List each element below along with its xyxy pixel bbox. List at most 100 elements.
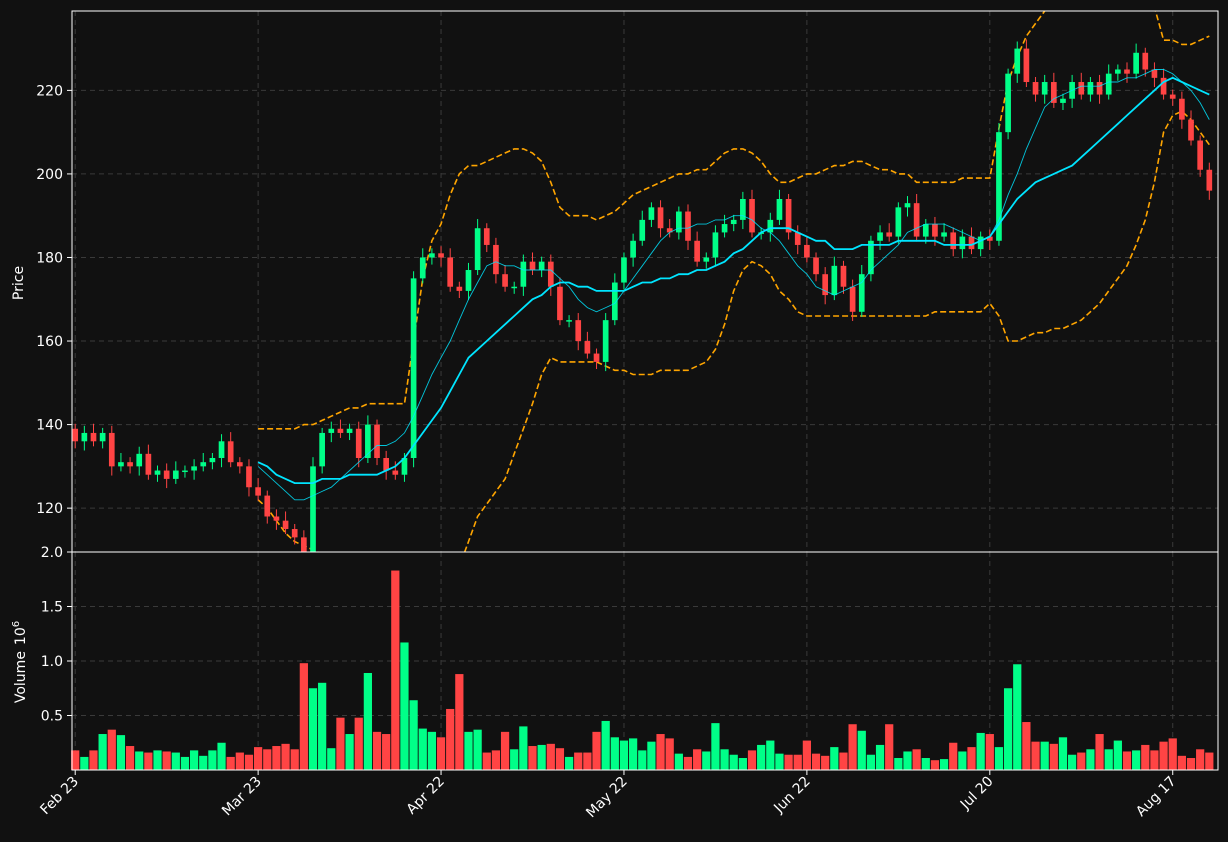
volume-bar — [985, 734, 994, 770]
candle-body — [1050, 82, 1057, 103]
candle-body — [977, 236, 984, 250]
candle-body — [127, 462, 133, 467]
candle-body — [676, 211, 682, 233]
volume-tick-label: 0.5 — [41, 709, 63, 725]
volume-axis-label-text: Volume — [13, 651, 29, 703]
volume-bar — [775, 753, 784, 770]
candle-body — [703, 257, 710, 262]
x-tick-label: Mar 23 — [219, 774, 265, 820]
candle-body — [1169, 94, 1176, 99]
volume-bar — [263, 749, 272, 770]
candle-body — [346, 428, 353, 433]
volume-bar — [162, 751, 171, 770]
volume-bar — [391, 570, 400, 770]
volume-gridlines — [72, 552, 1218, 770]
volume-tick-label: 2.0 — [41, 545, 63, 561]
volume-bar — [144, 752, 153, 770]
candle-body — [1188, 119, 1194, 141]
volume-bar — [711, 723, 720, 770]
candle-body — [849, 286, 856, 312]
volume-bar — [290, 749, 299, 770]
candle-body — [950, 232, 957, 250]
volume-bar — [171, 752, 180, 770]
volume-bar — [98, 734, 107, 770]
candle-body — [767, 219, 774, 233]
volume-bar — [153, 750, 162, 770]
volume-tick-label: 1.5 — [41, 600, 63, 616]
volume-bar — [1003, 688, 1013, 770]
volume-bar — [912, 749, 921, 770]
candle-body — [456, 286, 463, 291]
fast-moving-average-line — [257, 69, 1210, 501]
volume-bar — [574, 752, 583, 770]
candle-body — [246, 466, 252, 488]
volume-bar — [656, 734, 665, 770]
candle-body — [932, 224, 938, 237]
candle-body — [968, 236, 975, 250]
volume-bar — [382, 734, 391, 770]
candle-body — [209, 458, 216, 463]
price-gridlines — [72, 11, 1218, 552]
volume-bar — [1122, 751, 1132, 770]
candle-body — [136, 453, 143, 467]
volume-bar — [592, 731, 601, 770]
price-panel-bg — [72, 11, 1218, 552]
candle-body — [740, 198, 746, 220]
volume-bar — [125, 746, 135, 770]
candle-body — [1124, 69, 1130, 74]
volume-bar — [491, 750, 501, 770]
candle-body — [639, 219, 646, 241]
candle-body — [721, 224, 728, 233]
candle-body — [1041, 82, 1048, 95]
volume-bar — [363, 672, 372, 770]
candle-body — [419, 257, 426, 279]
candle-body — [538, 261, 545, 271]
volume-bar — [757, 744, 766, 770]
candle-body — [99, 432, 106, 442]
bollinger-bands — [257, 11, 1210, 552]
volume-bar — [939, 759, 949, 770]
candle-body — [593, 353, 600, 362]
volume-bar — [473, 729, 482, 770]
volume-bar — [610, 737, 619, 770]
volume-bar — [244, 754, 254, 770]
candle-body — [337, 428, 344, 433]
candle-body — [236, 462, 243, 467]
candle-body — [172, 470, 179, 479]
candle-body — [401, 458, 408, 475]
volume-bar — [885, 724, 894, 770]
candle-body — [493, 244, 499, 275]
candle-body — [840, 265, 847, 287]
volume-bar — [455, 674, 464, 770]
volume-bar — [638, 750, 647, 770]
candle-body — [282, 520, 289, 530]
volume-bar — [1205, 752, 1214, 770]
volume-bar — [766, 740, 775, 770]
volume-bar — [336, 717, 345, 770]
volume-bar — [811, 753, 821, 770]
candle-body — [474, 228, 481, 271]
volume-bar — [976, 732, 985, 770]
volume-bar — [848, 724, 857, 770]
volume-bar — [327, 748, 336, 770]
volume-bar — [345, 734, 354, 770]
volume-bar — [564, 756, 574, 770]
candle-body — [511, 286, 518, 289]
volume-bar — [1068, 754, 1077, 770]
volume-bar — [546, 743, 555, 770]
candle-body — [584, 341, 591, 354]
volume-bar — [702, 751, 711, 770]
candle-body — [685, 211, 691, 241]
candle-body — [730, 219, 737, 225]
candle-body — [904, 203, 911, 208]
volume-bar — [747, 750, 757, 770]
x-tick-label: Apr 22 — [404, 774, 448, 818]
volume-bar — [784, 754, 793, 770]
candle-body — [118, 462, 124, 467]
volume-bar — [436, 737, 446, 770]
volume-bar — [1186, 758, 1196, 770]
volume-bar — [583, 752, 592, 770]
candle-body — [959, 236, 966, 250]
x-tick-label: May 22 — [583, 774, 631, 822]
